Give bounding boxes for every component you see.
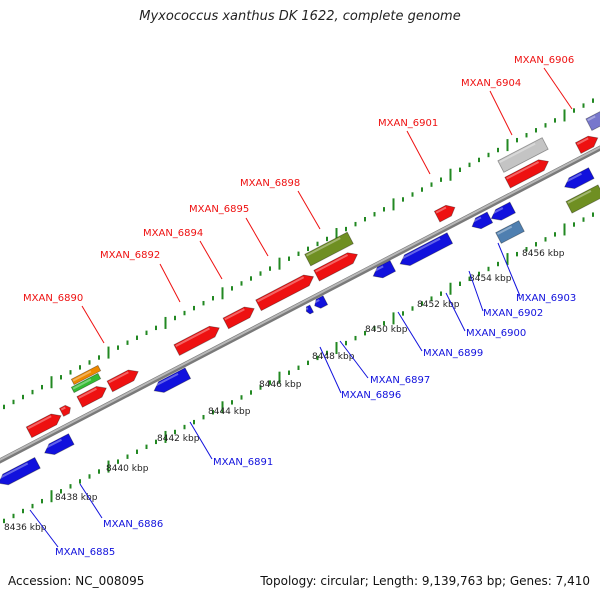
forward-gene (25, 413, 62, 439)
reverse-gene-label: MXAN_6891 (213, 457, 273, 468)
genome-backbone-highlight (0, 146, 600, 461)
reverse-label-leader (189, 421, 213, 460)
reverse-gene (305, 304, 315, 315)
reverse-label-leader (79, 483, 103, 519)
forward-label-leader (297, 190, 321, 230)
reverse-gene-label: MXAN_6897 (370, 375, 430, 386)
forward-gene (173, 325, 220, 356)
forward-gene-label: MXAN_6901 (378, 118, 438, 129)
reverse-gene-label: MXAN_6899 (423, 348, 483, 359)
forward-label-leader (81, 305, 105, 344)
reverse-gene-label: MXAN_6902 (483, 308, 543, 319)
reverse-label-leader (445, 292, 466, 332)
reverse-label-leader (497, 242, 521, 297)
reverse-gene (313, 295, 329, 309)
reverse-gene (489, 201, 516, 221)
map-title: Myxococcus xanthus DK 1622, complete gen… (139, 9, 461, 24)
scale-label: 8450 kbp (365, 325, 408, 335)
steel-feature (495, 220, 525, 244)
reverse-gene-label: MXAN_6900 (466, 328, 526, 339)
reverse-label-leader (397, 311, 423, 352)
reverse-label-leader (29, 509, 59, 548)
forward-label-leader (159, 263, 181, 303)
forward-gene (504, 159, 549, 189)
olive-feature (304, 231, 354, 267)
forward-gene (106, 369, 139, 393)
scale-label: 8446 kbp (259, 380, 302, 390)
forward-gene (255, 274, 315, 312)
forward-label-leader (543, 67, 573, 110)
scale-label: 8444 kbp (208, 407, 251, 417)
forward-gene (76, 386, 107, 408)
scale-label: 8442 kbp (157, 434, 200, 444)
reverse-gene (0, 456, 41, 486)
reverse-gene-label: MXAN_6885 (55, 547, 115, 558)
forward-label-leader (406, 130, 431, 175)
forward-gene-label: MXAN_6898 (240, 178, 300, 189)
reverse-gene (470, 211, 494, 230)
scale-label: 8454 kbp (469, 274, 512, 284)
reverse-gene (371, 260, 397, 279)
orange-feature (70, 364, 102, 386)
forward-gene-label: MXAN_6906 (514, 55, 574, 66)
reverse-gene (563, 167, 595, 189)
reverse-gene (398, 232, 454, 266)
reverse-label-leader (339, 340, 369, 379)
accession-text: Accession: NC_008095 (8, 574, 145, 588)
forward-gene (313, 252, 358, 282)
forward-gene (58, 404, 71, 417)
forward-gene-label: MXAN_6892 (100, 250, 160, 261)
forward-gene (433, 204, 456, 223)
reverse-gene (152, 367, 192, 393)
forward-gene (574, 135, 599, 154)
forward-label-leader (199, 240, 223, 280)
scale-label: 8440 kbp (106, 464, 149, 474)
reverse-gene (43, 433, 75, 455)
forward-label-leader (489, 90, 513, 136)
reverse-label-leader (468, 270, 484, 312)
forward-gene-label: MXAN_6890 (23, 293, 83, 304)
scale-label: 8436 kbp (4, 523, 47, 533)
scale-label: 8448 kbp (312, 352, 355, 362)
forward-label-leader (245, 217, 269, 257)
scale-label: 8452 kbp (417, 300, 460, 310)
reverse-label-leader (319, 346, 342, 394)
summary-text: Topology: circular; Length: 9,139,763 bp… (260, 574, 590, 588)
forward-gene-label: MXAN_6895 (189, 204, 249, 215)
green-feature (70, 372, 102, 394)
gray-feature (497, 137, 549, 173)
reverse-gene-label: MXAN_6886 (103, 519, 163, 530)
scale-label: 8456 kbp (522, 249, 565, 259)
scale-label: 8438 kbp (55, 493, 98, 503)
reverse-gene-label: MXAN_6903 (516, 293, 576, 304)
forward-gene-label: MXAN_6894 (143, 228, 203, 239)
forward-gene (222, 306, 255, 330)
forward-gene-label: MXAN_6904 (461, 78, 521, 89)
olive-feature (565, 184, 600, 214)
reverse-gene-label: MXAN_6896 (341, 390, 401, 401)
purple-feature (585, 111, 600, 131)
